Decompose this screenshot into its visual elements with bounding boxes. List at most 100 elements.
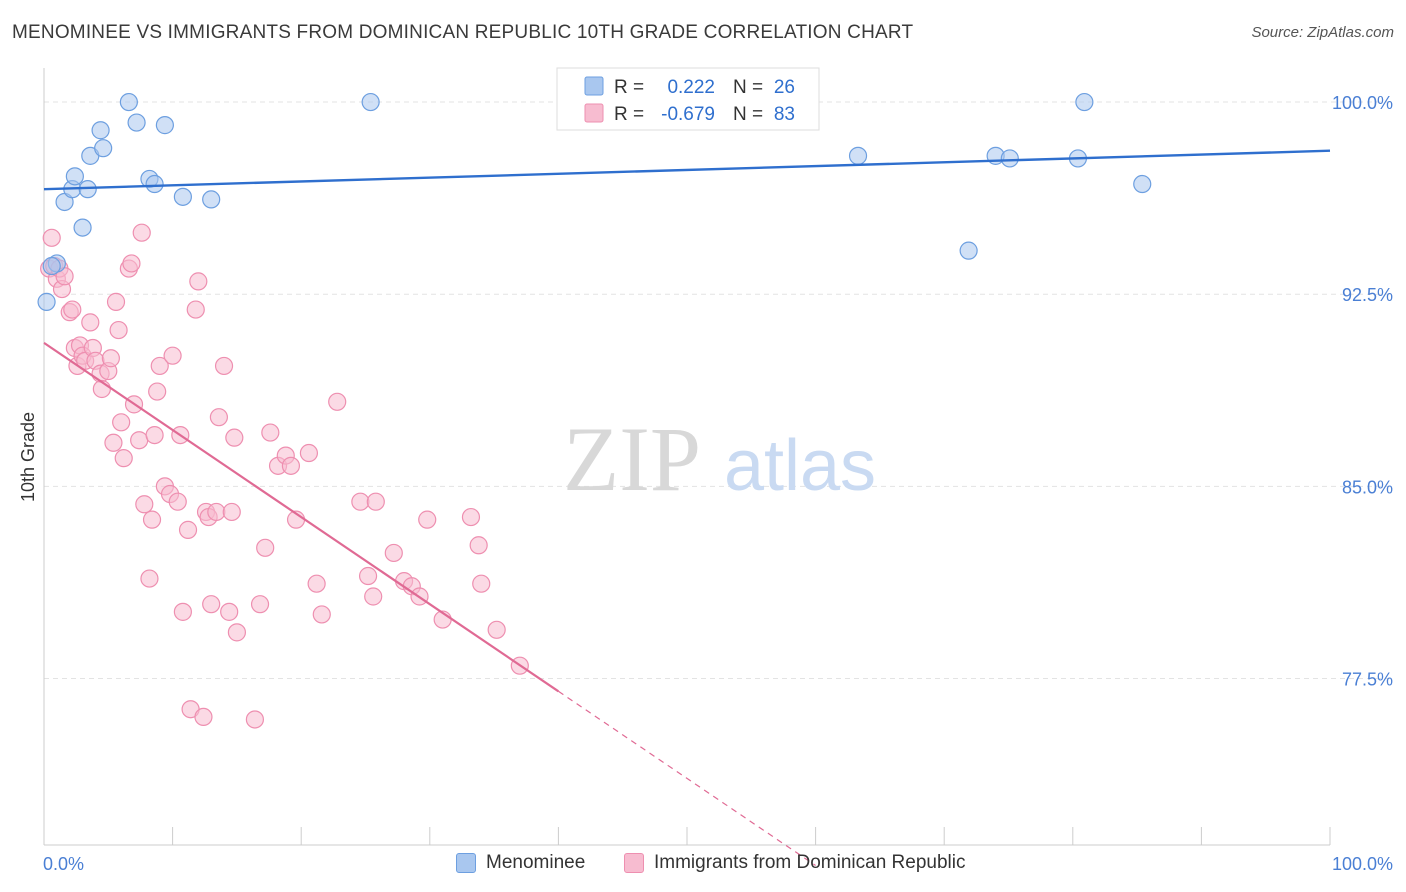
y-axis-label: 10th Grade	[18, 412, 38, 502]
axis-layer	[43, 68, 1331, 846]
y-tick-label: 85.0%	[1342, 477, 1393, 497]
point-menominee	[42, 256, 61, 276]
x-tick-label: 0.0%	[43, 854, 84, 874]
point-dominican	[104, 433, 123, 452]
point-dominican	[140, 569, 159, 588]
point-dominican	[461, 507, 481, 527]
point-dominican	[186, 300, 205, 319]
point-dominican	[220, 602, 239, 621]
point-dominican	[148, 382, 167, 401]
source-label: Source: ZipAtlas.com	[1251, 24, 1394, 41]
point-menominee	[73, 218, 92, 237]
point-menominee	[1075, 92, 1094, 112]
legend-r-label-1: R =	[614, 77, 644, 98]
bottom-legend-swatch-menominee	[456, 853, 476, 873]
point-dominican	[202, 595, 221, 614]
bottom-legend-label-menominee: Menominee	[486, 852, 586, 873]
point-menominee	[94, 139, 113, 158]
point-menominee	[119, 92, 138, 112]
point-menominee	[1133, 174, 1152, 194]
legend-n-value-1: 26	[774, 77, 795, 98]
point-dominican	[307, 574, 326, 593]
point-menominee	[127, 113, 146, 132]
point-dominican	[112, 413, 131, 432]
trend-layer	[43, 149, 1331, 866]
point-menominee	[202, 190, 221, 209]
legend-n-label-2: N =	[733, 104, 763, 125]
watermark: ZIP atlas	[563, 408, 876, 510]
point-dominican	[214, 356, 234, 376]
point-dominican	[109, 320, 128, 340]
legend-r-value-1: 0.222	[667, 77, 715, 98]
point-dominican	[130, 431, 149, 450]
point-menominee	[173, 187, 192, 206]
points-layer	[37, 92, 1152, 729]
point-dominican	[122, 254, 141, 273]
legend-swatch-dominican	[584, 103, 604, 123]
point-dominican	[135, 495, 154, 514]
x-tick-label: 100.0%	[1332, 854, 1393, 874]
point-dominican	[299, 443, 319, 463]
chart-title: MENOMINEE VS IMMIGRANTS FROM DOMINICAN R…	[12, 22, 914, 43]
grid-layer	[44, 101, 1392, 679]
point-dominican	[150, 356, 169, 376]
point-dominican	[63, 300, 82, 319]
bottom-legend-item-menominee: Menominee	[456, 852, 585, 874]
bottom-legend-swatch-dominican	[624, 853, 644, 873]
trendline-menominee	[43, 149, 1331, 191]
watermark-atlas: atlas	[724, 426, 876, 506]
point-menominee	[155, 116, 174, 135]
point-dominican	[366, 492, 385, 511]
y-tick-label: 100.0%	[1332, 93, 1393, 113]
point-menominee	[65, 167, 84, 186]
point-dominican	[469, 536, 488, 555]
point-dominican	[418, 510, 437, 529]
trendline-dominican	[43, 341, 560, 693]
point-dominican	[225, 428, 244, 447]
legend-r-value-2: -0.679	[661, 104, 715, 125]
legend-n-label-1: N =	[733, 77, 763, 98]
point-dominican	[81, 313, 100, 332]
point-dominican	[142, 510, 162, 529]
point-dominican	[281, 456, 301, 475]
point-dominican	[114, 449, 133, 468]
legend-n-value-2: 83	[774, 104, 795, 125]
point-dominican	[163, 346, 182, 365]
point-dominican	[472, 574, 491, 593]
trendline-dominican-extension	[558, 690, 816, 866]
point-dominican	[328, 392, 347, 411]
legend-swatch-menominee	[584, 76, 604, 96]
point-dominican	[312, 605, 331, 624]
point-dominican	[245, 710, 265, 729]
point-dominican	[106, 292, 126, 311]
point-dominican	[42, 228, 61, 247]
point-dominican	[178, 520, 198, 539]
point-dominican	[194, 707, 213, 727]
point-dominican	[227, 623, 246, 642]
bottom-legend: Menominee Immigrants from Dominican Repu…	[0, 852, 1406, 878]
point-menominee	[91, 121, 110, 140]
point-dominican	[487, 620, 506, 639]
bottom-legend-label-dominican: Immigrants from Dominican Republic	[654, 852, 966, 873]
point-menominee	[1000, 149, 1019, 168]
y-tick-label: 92.5%	[1342, 285, 1393, 305]
point-dominican	[209, 408, 228, 427]
y-tick-label: 77.5%	[1342, 669, 1393, 689]
legend-r-label-2: R =	[614, 104, 644, 125]
point-dominican	[256, 538, 275, 557]
point-menominee	[848, 146, 868, 165]
point-dominican	[173, 602, 192, 621]
point-dominican	[222, 502, 241, 522]
point-menominee	[959, 241, 978, 260]
point-dominican	[207, 502, 226, 522]
point-dominican	[364, 587, 383, 606]
point-dominican	[358, 566, 378, 586]
point-dominican	[101, 349, 120, 368]
point-dominican	[168, 492, 187, 511]
point-dominican	[189, 272, 208, 291]
point-dominican	[384, 543, 403, 563]
bottom-legend-item-dominican: Immigrants from Dominican Republic	[624, 852, 966, 874]
watermark-zip: ZIP	[563, 408, 701, 510]
point-dominican	[145, 426, 164, 445]
